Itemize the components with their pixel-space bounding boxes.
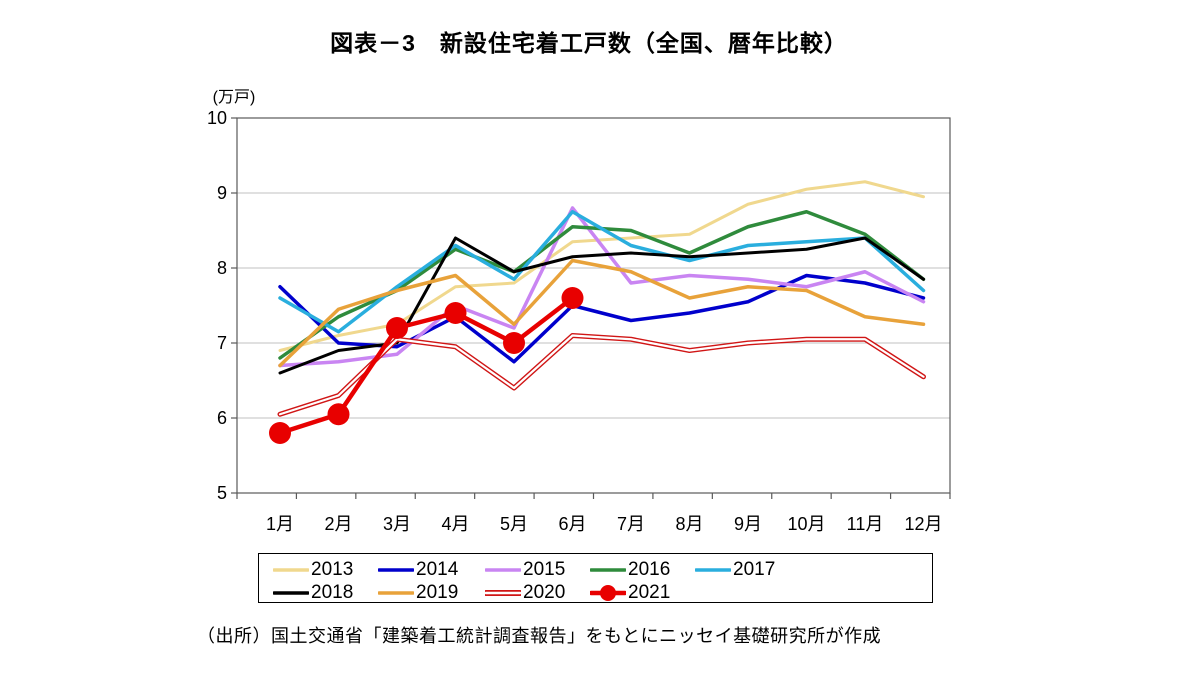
x-axis-label: 12月 (904, 514, 942, 534)
data-point-marker-2021 (444, 302, 467, 324)
legend-swatch-2013 (273, 568, 309, 572)
series-line-2015 (278, 206, 926, 368)
x-axis-label: 5月 (500, 514, 528, 534)
legend-item-2021: 2021 (590, 582, 670, 604)
series-line-2020 (277, 333, 926, 417)
legend-swatch-2016 (590, 568, 626, 572)
source-note: （出所）国土交通省「建築着工統計調査報告」をもとにニッセイ基礎研究所が作成 (197, 626, 882, 646)
line-chart: (万戸) 5 6 7 8 9 10 1月 2月 3月 4月 5月 6月 7月 8月 9月 10月 11月 12月 (207, 89, 951, 534)
legend-item-2014: 2014 (378, 559, 458, 581)
data-point-marker-2021 (561, 287, 584, 309)
x-axis-label: 9月 (734, 514, 762, 534)
legend-swatch-2020 (485, 590, 521, 596)
legend-swatch-2015 (485, 568, 521, 572)
y-axis-label: 9 (217, 183, 227, 203)
y-axis-label: 7 (217, 333, 227, 353)
data-point-marker-2021 (503, 332, 525, 354)
legend-item-2018: 2018 (273, 582, 353, 604)
legend-swatch-2018 (273, 591, 309, 595)
x-axis-label: 7月 (617, 514, 645, 534)
series-line-2019 (278, 258, 926, 368)
data-point-marker-2021 (327, 403, 350, 426)
legend-label-2019: 2019 (416, 582, 459, 603)
legend-swatch-2017 (695, 568, 731, 572)
legend-label-2021: 2021 (628, 582, 671, 603)
series-line-inner-2020 (278, 334, 925, 416)
series-line-2018 (278, 236, 925, 375)
y-axis-label: 6 (217, 408, 227, 428)
x-axis-label: 8月 (675, 514, 703, 534)
x-axis-label: 4月 (441, 514, 469, 534)
legend-label-2016: 2016 (628, 559, 671, 580)
y-axis-unit-label: (万戸) (213, 89, 256, 106)
y-axis-label: 8 (217, 258, 227, 278)
legend-swatch-2014 (378, 568, 414, 572)
data-point-marker-2021 (269, 422, 291, 444)
series-line-2021 (277, 295, 575, 436)
legend-item-2020: 2020 (485, 582, 565, 604)
legend-label-2015: 2015 (523, 559, 566, 580)
legend-item-2017: 2017 (695, 559, 775, 581)
legend-label-2018: 2018 (311, 582, 354, 603)
legend-item-2015: 2015 (485, 559, 565, 581)
x-axis-label: 3月 (383, 514, 411, 534)
series-line-2014 (278, 273, 926, 364)
x-axis-label: 2月 (324, 514, 352, 534)
legend-label-2017: 2017 (733, 559, 776, 580)
chart-legend: 2013 2014 2015 2016 2017 2018 2019 2020 2021 (258, 553, 933, 603)
legend-swatch-2021 (590, 585, 626, 601)
legend-swatch-2019 (378, 591, 414, 595)
legend-item-2019: 2019 (378, 582, 458, 604)
legend-label-2014: 2014 (416, 559, 459, 580)
y-axis-label: 5 (217, 483, 227, 503)
y-axis-label: 10 (207, 108, 227, 128)
chart-title: 図表－3 新設住宅着工戸数（全国、暦年比較） (330, 30, 848, 56)
x-axis-label: 10月 (787, 514, 825, 534)
x-axis-label: 11月 (847, 514, 884, 534)
legend-item-2013: 2013 (273, 559, 353, 581)
x-axis-label: 6月 (558, 514, 586, 534)
legend-item-2016: 2016 (590, 559, 670, 581)
legend-marker-dot-2021 (600, 585, 616, 601)
data-point-marker-2021 (386, 317, 408, 339)
legend-label-2020: 2020 (523, 582, 566, 603)
x-axis-label: 1月 (266, 514, 294, 534)
legend-label-2013: 2013 (311, 559, 354, 580)
